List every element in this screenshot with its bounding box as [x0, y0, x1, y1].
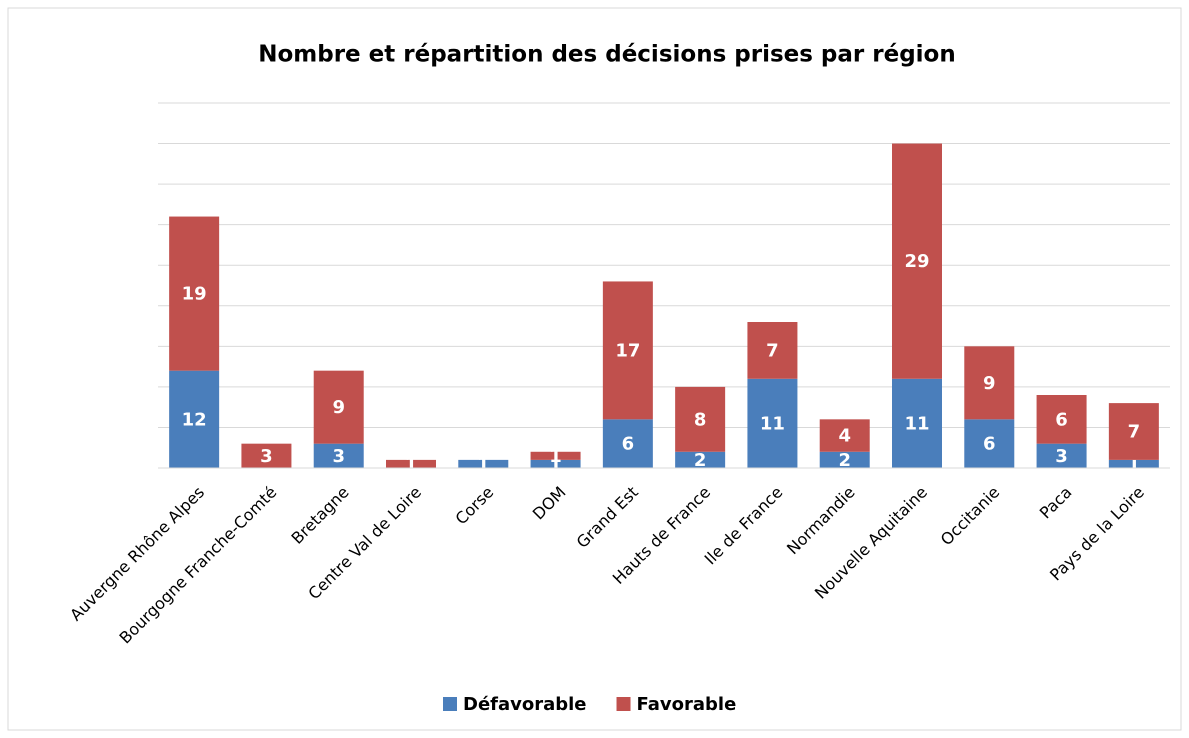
- bar-segment: [892, 143, 942, 379]
- value-label: 7: [766, 340, 779, 361]
- bar-segment: [1108, 459, 1159, 468]
- bar-segment: [602, 281, 653, 420]
- bar-segment: [1036, 395, 1087, 444]
- value-label: 4: [838, 426, 851, 447]
- value-label: 8: [694, 409, 707, 430]
- bar-segment: [530, 459, 581, 468]
- value-label: 1: [477, 454, 490, 475]
- value-label: 6: [622, 434, 635, 455]
- value-label: 1: [405, 454, 418, 475]
- bar-segment: [1036, 443, 1087, 468]
- value-label: 17: [615, 340, 640, 361]
- bar-segment: [892, 378, 942, 468]
- legend-swatch: [616, 697, 631, 711]
- legend-label: Défavorable: [463, 694, 587, 715]
- value-label: 7: [1128, 422, 1141, 443]
- bar-segment: [241, 443, 292, 468]
- bar-segment: [386, 459, 436, 468]
- value-label: 12: [182, 409, 207, 430]
- legend-label: Favorable: [637, 694, 737, 715]
- bar-segment: [964, 346, 1015, 420]
- value-label: 6: [1055, 409, 1068, 430]
- bar-segment: [530, 451, 581, 460]
- value-label: 29: [904, 251, 929, 272]
- value-label: 3: [332, 446, 345, 467]
- bar-segment: [964, 419, 1015, 468]
- value-label: 1: [549, 446, 562, 467]
- value-label: 2: [838, 450, 851, 471]
- value-label: 19: [182, 284, 207, 305]
- bar-segment: [747, 378, 798, 468]
- value-label: 9: [983, 373, 996, 394]
- bar-segment: [819, 419, 870, 452]
- bar-segment: [313, 443, 364, 468]
- value-label: 3: [1055, 446, 1068, 467]
- chart-title: Nombre et répartition des décisions pris…: [258, 42, 956, 68]
- bar-segment: [675, 451, 726, 468]
- bar-segment: [819, 451, 870, 468]
- value-label: 9: [332, 397, 345, 418]
- legend-swatch: [443, 697, 457, 711]
- bar-segment: [458, 459, 509, 468]
- value-label: 3: [260, 446, 273, 467]
- bar-segment: [747, 322, 798, 379]
- bar-segment: [169, 370, 220, 468]
- value-label: 2: [694, 450, 707, 471]
- bar-segment: [313, 370, 364, 444]
- value-label: 11: [904, 413, 929, 434]
- bar-segment: [675, 386, 726, 452]
- bar-segment: [1108, 403, 1159, 460]
- bar-segment: [602, 419, 653, 468]
- bar-segment: [169, 216, 220, 371]
- value-label: 6: [983, 434, 996, 455]
- value-label: 11: [760, 413, 785, 434]
